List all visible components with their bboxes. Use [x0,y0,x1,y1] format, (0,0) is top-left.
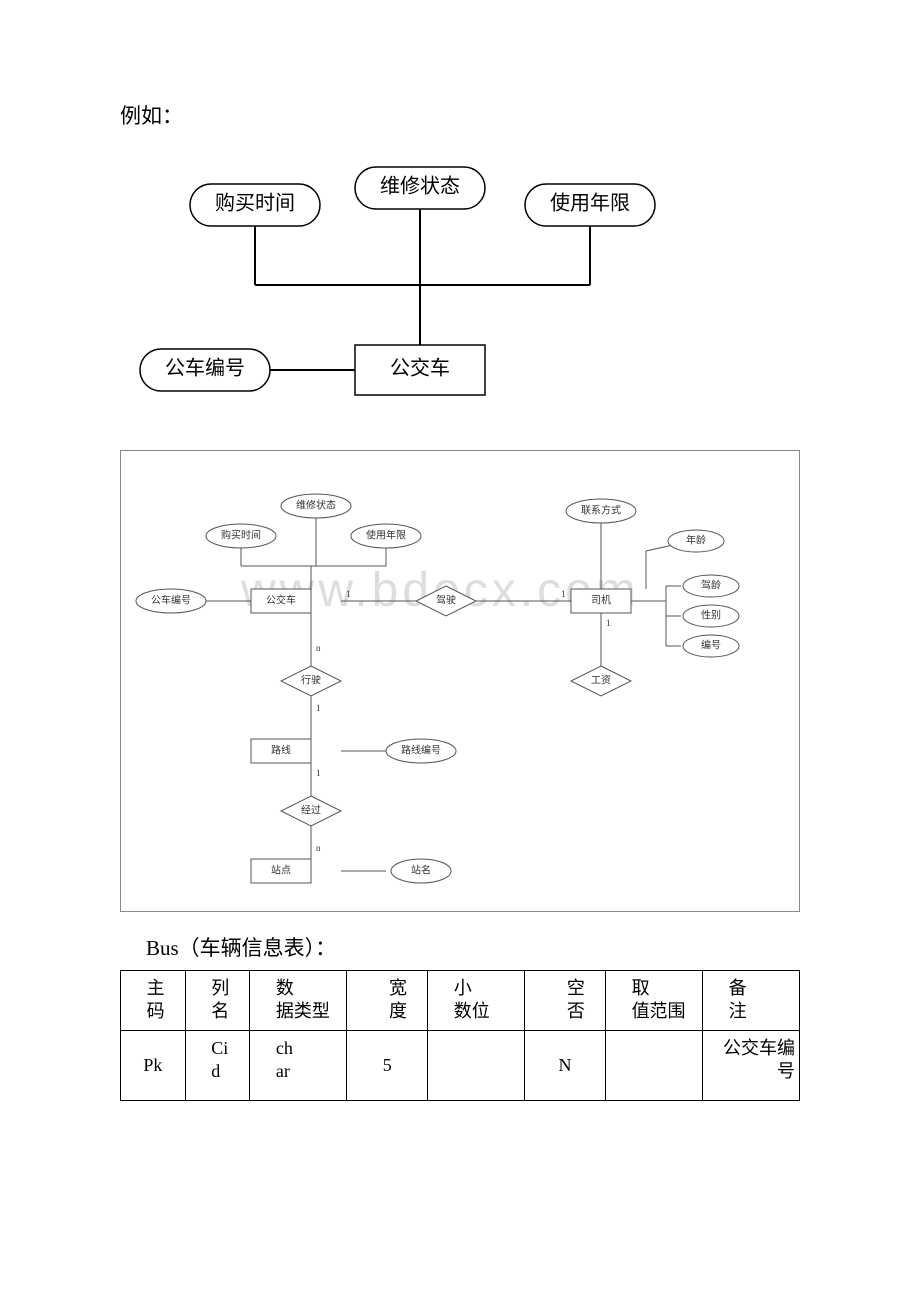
attr-label: 公车编号 [165,357,245,380]
cardinality-label: 1 [316,703,321,713]
node-label: 年龄 [686,533,706,546]
cardinality-label: n [316,843,321,853]
col-header: 取 [632,978,650,998]
cell-width: 5 [347,1030,428,1100]
col-header: 主 [147,978,165,998]
col-header: 列 [211,978,229,998]
cardinality-label: 1 [316,768,321,778]
document-page: 例如： 购买时间 维修状态 使用年限 公车编号 公交车 [0,0,920,1161]
node-label: 联系方式 [581,503,621,516]
node-label: 驾驶 [436,593,456,606]
node-label: 驾龄 [701,578,721,591]
cell-colname: Ci [211,1038,228,1058]
section-heading: 例如： [120,100,800,130]
col-header: 小 [454,978,472,998]
col-header: 宽 [389,978,407,998]
cell-type: ar [276,1061,290,1081]
cell-note: 公交车编号 [702,1030,799,1100]
node-label: 司机 [591,593,611,606]
table-row: Pk Ci d ch ar 5 N 公交车编号 [121,1030,800,1100]
col-header: 注 [729,1001,747,1021]
node-label: 维修状态 [296,498,336,511]
col-header: 名 [211,1001,229,1021]
node-label: 公车编号 [151,593,191,606]
col-header: 备 [729,978,747,998]
table-title: Bus（车辆信息表）： [120,932,800,962]
node-label: 购买时间 [221,528,261,541]
node-label: 站点 [271,863,291,876]
col-header: 空 [567,978,585,998]
node-label: 站名 [411,863,431,876]
table-header-row: 主码 列名 数据类型 宽度 小数位 空否 取值范围 备注 [121,971,800,1031]
entity-label: 公交车 [390,357,450,380]
attr-label: 使用年限 [550,192,630,215]
attr-label: 维修状态 [380,175,460,198]
node-label: 工资 [591,674,611,686]
col-header: 数 [276,978,294,998]
bus-schema-table: 主码 列名 数据类型 宽度 小数位 空否 取值范围 备注 Pk Ci d ch ar… [120,970,800,1101]
cell-range [605,1030,702,1100]
cardinality-label: n [316,643,321,653]
cell-colname: d [211,1061,220,1081]
cell-type: ch [276,1038,293,1058]
cardinality-label: 1 [606,618,611,628]
node-label: 行驶 [301,673,321,686]
col-header: 据类型 [276,1001,330,1021]
cell-null: N [525,1030,606,1100]
node-label: 使用年限 [366,528,406,541]
cell-pk: Pk [121,1030,186,1100]
er-diagram-simple: 购买时间 维修状态 使用年限 公车编号 公交车 [120,160,800,440]
col-header: 值范围 [632,1001,686,1021]
node-label: 公交车 [266,593,296,606]
cell-dec [428,1030,525,1100]
er-diagram-full: www.bdocx.com 1 1 1 [120,450,800,912]
cardinality-label: 1 [561,589,566,599]
attr-label: 购买时间 [215,192,295,215]
cardinality-label: 1 [346,589,351,599]
node-label: 性别 [701,608,721,621]
col-header: 码 [147,1001,165,1021]
node-label: 编号 [701,638,721,651]
node-label: 经过 [301,803,321,816]
col-header: 度 [389,1001,407,1021]
node-label: 路线编号 [401,743,441,756]
col-header: 否 [567,1001,585,1021]
node-label: 路线 [271,743,291,756]
col-header: 数位 [454,1001,490,1021]
